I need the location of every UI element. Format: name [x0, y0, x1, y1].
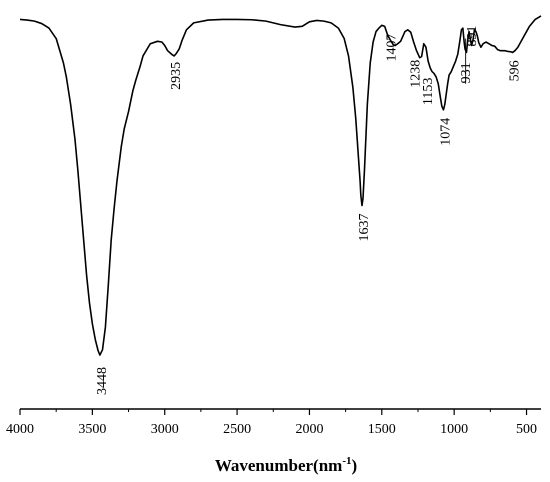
- peak-label-1637: 1637: [357, 214, 372, 242]
- x-axis-title-close: ): [352, 456, 358, 475]
- peak-label-1407: 1407: [384, 34, 399, 62]
- x-tick-labels: 4000 3500 3000 2500 2000 1500 1000 500: [6, 422, 537, 437]
- peak-label-931: 931: [459, 62, 474, 83]
- x-ticks: [19, 409, 528, 415]
- plot-area: [19, 15, 542, 356]
- x-tick-label-1000: 1000: [440, 422, 468, 437]
- x-tick-label-500: 500: [516, 422, 537, 437]
- x-axis: 4000 3500 3000 2500 2000 1500 1000 500: [6, 408, 541, 437]
- x-axis-title-main: Wavenumber(nm: [215, 456, 343, 475]
- x-tick-label-4000: 4000: [6, 422, 34, 437]
- x-tick-label-3000: 3000: [151, 422, 179, 437]
- x-tick-label-1500: 1500: [368, 422, 396, 437]
- peak-label-1074: 1074: [439, 118, 454, 146]
- peak-label-1238: 1238: [409, 60, 424, 88]
- x-axis-title: Wavenumber(nm-1): [215, 455, 357, 475]
- x-tick-label-3500: 3500: [78, 422, 106, 437]
- peak-label-2935: 2935: [169, 62, 184, 90]
- peak-label-1153: 1153: [421, 78, 436, 105]
- peak-label-891: 891: [465, 26, 480, 47]
- peak-label-3448: 3448: [95, 367, 110, 395]
- peak-label-596: 596: [508, 60, 523, 81]
- x-tick-label-2500: 2500: [223, 422, 251, 437]
- x-axis-title-superscript: -1: [342, 455, 351, 467]
- x-tick-label-2000: 2000: [295, 422, 323, 437]
- spectrum-line: [19, 15, 542, 356]
